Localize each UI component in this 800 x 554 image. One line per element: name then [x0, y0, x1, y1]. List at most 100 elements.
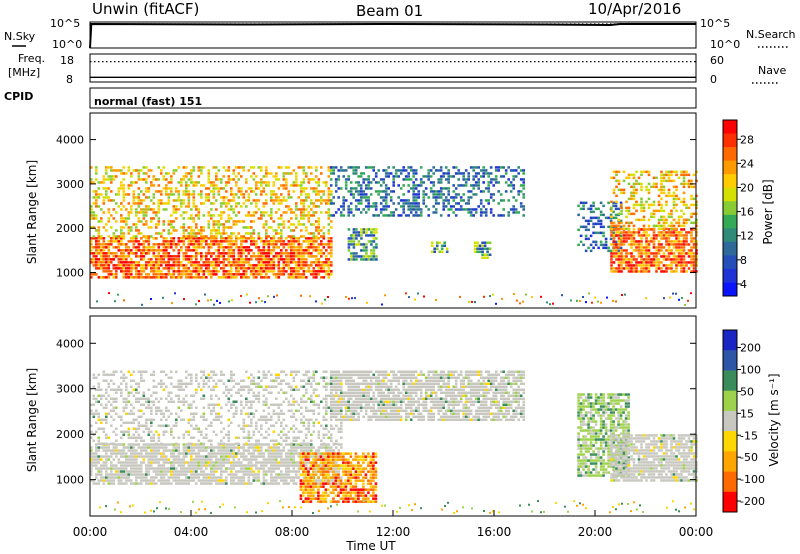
cell-0 [142, 270, 146, 273]
cell-0 [292, 240, 296, 243]
cell-1 [145, 172, 148, 175]
cell-2 [404, 214, 408, 217]
cell-0 [250, 452, 253, 455]
speckle [141, 303, 143, 306]
cell-1 [137, 193, 141, 196]
cell-7 [680, 270, 683, 273]
cell-0 [212, 252, 216, 255]
cell-5 [486, 256, 489, 259]
cell-0 [242, 276, 246, 279]
cell-3 [355, 234, 358, 237]
cell-0 [232, 249, 236, 252]
cell-0 [237, 252, 241, 255]
cell-0 [120, 240, 123, 243]
cell-1 [225, 205, 228, 208]
cell-0 [300, 276, 303, 279]
cell-1 [122, 232, 126, 235]
cell-2 [339, 169, 343, 172]
cell-7 [657, 243, 661, 246]
cell-0 [295, 476, 298, 479]
cell-0 [180, 237, 183, 240]
cell-1 [92, 202, 96, 205]
cell-8 [647, 191, 651, 195]
cell-1 [127, 184, 131, 187]
cell-0 [207, 237, 211, 240]
speckle [474, 301, 476, 304]
cell-3 [362, 258, 366, 261]
cell-2 [489, 181, 493, 184]
cell-1 [137, 217, 141, 220]
cell-2 [352, 169, 355, 172]
cell-2 [394, 175, 398, 178]
cell-8 [660, 206, 663, 210]
cell-8 [645, 185, 648, 189]
cell-7 [665, 231, 668, 234]
cell-0 [92, 237, 96, 240]
cell-0 [102, 240, 106, 243]
cell-2 [517, 172, 520, 175]
cell-0 [335, 467, 338, 470]
cell-0 [110, 473, 113, 476]
cell-1 [102, 175, 106, 178]
cell-2 [422, 202, 425, 205]
cell-0 [162, 473, 166, 476]
cell-0 [282, 267, 286, 270]
cell-1 [192, 193, 196, 196]
cell-7 [612, 255, 616, 258]
cell-1 [97, 235, 101, 238]
cell-1 [127, 214, 131, 217]
cell-7 [637, 246, 641, 249]
cell-0 [112, 482, 116, 485]
cell-0 [297, 276, 301, 279]
cell-1 [270, 196, 273, 199]
cell-0 [292, 267, 296, 270]
cell-0 [190, 261, 193, 264]
cell-0 [105, 467, 108, 470]
cell-0 [165, 249, 168, 252]
cell-2 [487, 199, 490, 202]
cell-1 [110, 169, 113, 172]
cell-1 [230, 178, 233, 181]
cell-0 [182, 237, 186, 240]
cell-1 [187, 190, 191, 193]
cell-0 [257, 452, 261, 455]
cell-0 [330, 243, 333, 246]
cell-0 [270, 237, 273, 240]
cell-0 [147, 458, 151, 461]
cell-6 [604, 237, 608, 241]
cell-0 [107, 446, 111, 449]
cell-2 [399, 187, 403, 190]
cell-0 [245, 470, 248, 473]
cell-0 [185, 452, 188, 455]
cell-1 [97, 205, 101, 208]
cell-0 [247, 264, 251, 267]
cell-0 [212, 455, 216, 458]
cell-0 [317, 273, 321, 276]
cell-1 [135, 208, 138, 211]
cell-2 [409, 178, 413, 181]
cell-5 [478, 250, 482, 253]
cell-1 [92, 196, 96, 199]
cell-1 [182, 211, 186, 214]
cell-2 [404, 202, 408, 205]
cell-0 [272, 467, 276, 470]
cell-0 [255, 464, 258, 467]
cell-0 [155, 452, 158, 455]
cell-0 [157, 252, 161, 255]
cell-1 [192, 229, 196, 232]
cell-0 [200, 270, 203, 273]
cell-0 [162, 243, 166, 246]
cell-1 [237, 232, 241, 235]
cell-1 [172, 220, 176, 223]
cell-0 [252, 446, 256, 449]
cell-0 [270, 455, 273, 458]
cell-1 [97, 229, 101, 232]
cell-0 [90, 470, 93, 473]
cell-7 [652, 252, 656, 255]
cell-2 [444, 172, 448, 175]
cell-7 [630, 261, 633, 264]
cell-2 [472, 187, 475, 190]
cell-2 [389, 196, 393, 199]
cell-0 [235, 464, 238, 467]
cell-0 [237, 464, 241, 467]
